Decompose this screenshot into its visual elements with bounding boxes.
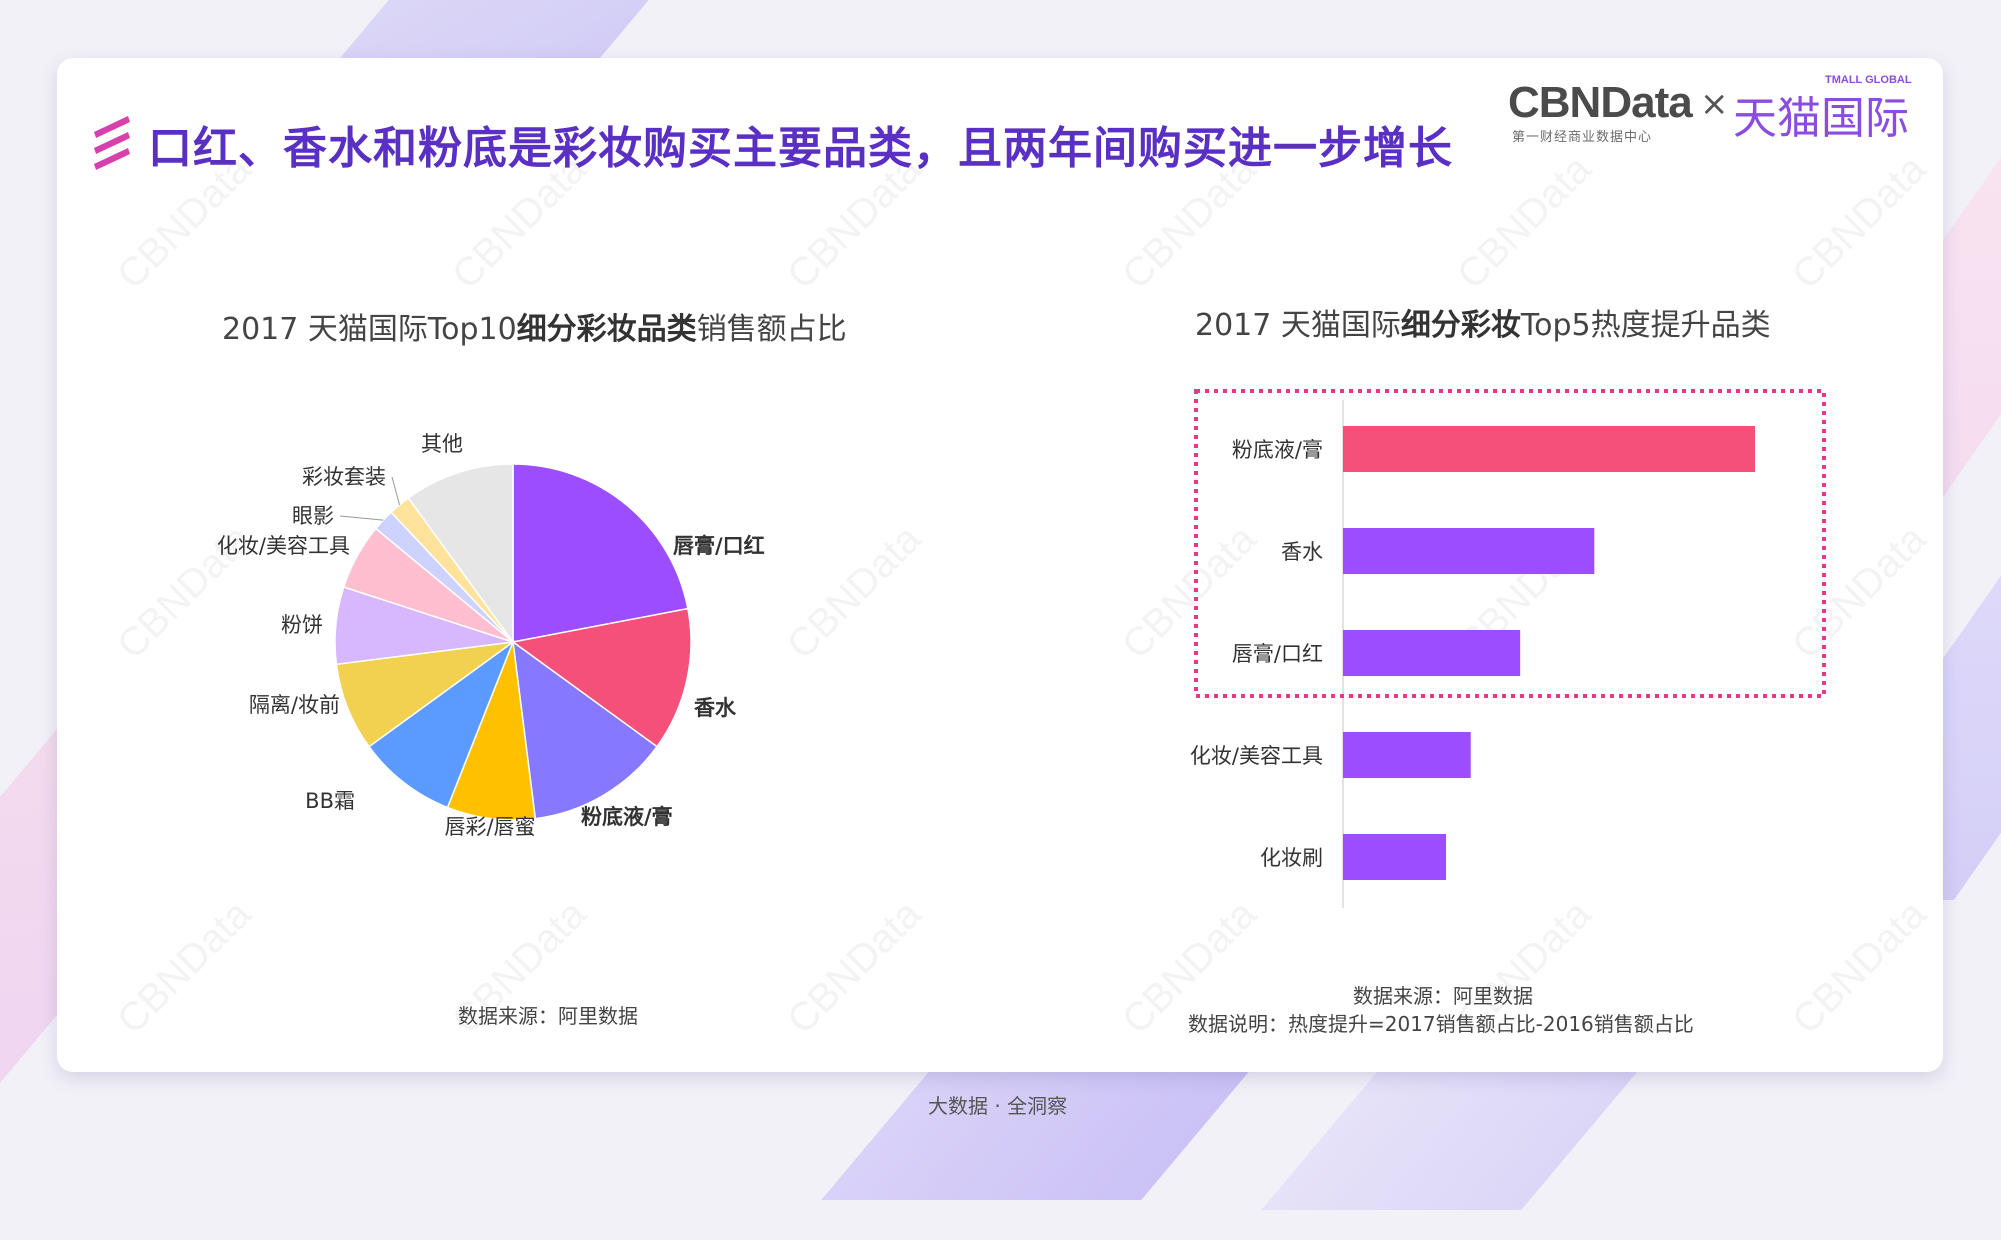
- pie-slice-label: 粉底液/膏: [581, 805, 673, 829]
- pie-slice: [335, 641, 514, 748]
- pie-chart-title: 2017 天猫国际Top10细分彩妆品类销售额占比: [222, 304, 847, 348]
- bar-note: 数据说明：热度提升=2017销售额占比-2016销售额占比: [1188, 1012, 1694, 1036]
- pie-slice-label: 香水: [694, 696, 737, 720]
- highlight-box: [1194, 389, 1826, 698]
- pie-slice-label: 彩妆套装: [302, 465, 386, 489]
- pie-slice-label: 唇彩/唇蜜: [444, 815, 535, 839]
- pie-slice-label: 粉饼: [281, 613, 323, 637]
- times-icon: ×: [1700, 84, 1729, 124]
- tmall-global-logo: 天猫国际: [1733, 93, 1909, 144]
- bar-chart-title: 2017 天猫国际细分彩妆Top5热度提升品类: [1195, 300, 1771, 344]
- pie-slice-label: 其他: [421, 432, 463, 456]
- bar-category-label: 化妆刷: [1260, 846, 1323, 870]
- pie-slice-label: BB霜: [305, 789, 355, 813]
- pie-title-bold: 细分彩妆品类: [516, 312, 697, 347]
- bg-stripe: [1261, 1070, 1639, 1210]
- bg-stripe: [821, 1060, 1259, 1200]
- pie-slice: [367, 639, 515, 809]
- tmall-global-label: TMALL GLOBAL: [1825, 74, 1912, 86]
- bar: [1343, 834, 1446, 880]
- footer-text: 大数据 · 全洞察: [928, 1094, 1068, 1118]
- bar-source: 数据来源：阿里数据: [1353, 984, 1533, 1008]
- pie-slice-label: 化妆/美容工具: [217, 534, 350, 558]
- pie-title-suffix: 销售额占比: [696, 312, 847, 347]
- page-title: 口红、香水和粉底是彩妆购买主要品类，且两年间购买进一步增长: [148, 123, 1453, 174]
- pie-slice-label: 眼影: [292, 504, 334, 528]
- pie-slice: [511, 607, 692, 748]
- pie-title-prefix: 2017 天猫国际Top10: [222, 312, 517, 347]
- pie-slice-label: 唇膏/口红: [673, 534, 765, 558]
- bar-title-prefix: 2017 天猫国际: [1195, 308, 1401, 343]
- bar: [1343, 732, 1471, 778]
- cbndata-subtitle: 第一财经商业数据中心: [1512, 130, 1653, 145]
- pie-slice: [407, 463, 514, 645]
- bar-category-label: 化妆/美容工具: [1190, 744, 1323, 768]
- bar-title-suffix: Top5热度提升品类: [1520, 308, 1771, 343]
- pie-slice: [446, 641, 537, 821]
- pie-leader-line: [391, 476, 401, 505]
- pie-leader-line: [339, 515, 384, 521]
- bar: [1343, 630, 1521, 676]
- bar: [1343, 528, 1595, 574]
- cbndata-logo: CBNData: [1508, 78, 1693, 127]
- bar-category-label: 粉底液/膏: [1232, 438, 1323, 462]
- bar: [1343, 426, 1755, 472]
- pie-slice: [512, 463, 689, 643]
- pie-slice: [512, 640, 659, 820]
- pie-source: 数据来源：阿里数据: [458, 1004, 638, 1028]
- pie-slice-label: 隔离/妆前: [249, 693, 340, 717]
- title-stripes-icon: [94, 116, 130, 170]
- brand-logo: CBNData 第一财经商业数据中心 × 天猫国际 TMALL GLOBAL: [1508, 74, 1918, 148]
- bar-title-bold: 细分彩妆: [1400, 308, 1521, 343]
- bar-category-label: 香水: [1281, 540, 1323, 564]
- bar-category-label: 唇膏/口红: [1232, 642, 1323, 666]
